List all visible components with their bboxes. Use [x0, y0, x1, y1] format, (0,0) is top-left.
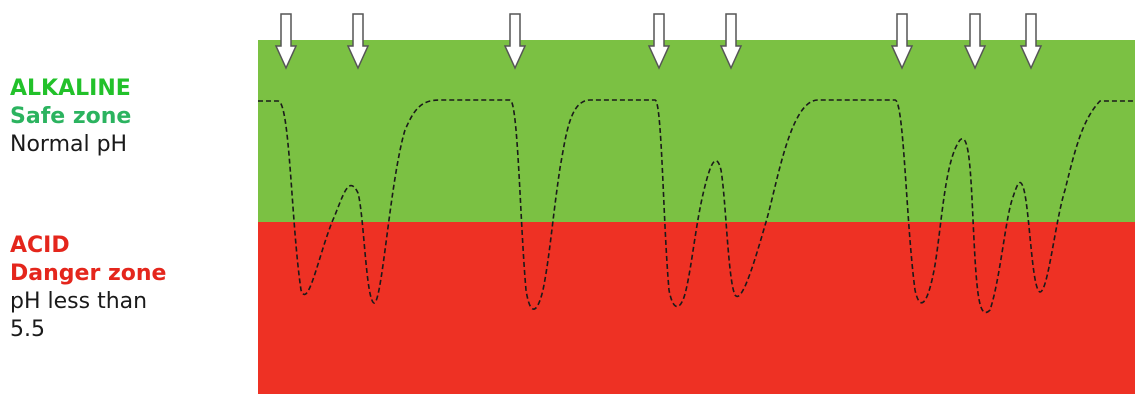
down-arrow-icon — [890, 13, 914, 70]
down-arrow-icon — [719, 13, 743, 70]
acid-heading: ACID — [10, 233, 70, 258]
normal-ph-label: Normal pH — [10, 132, 128, 157]
danger-zone-label: Danger zone — [10, 261, 167, 286]
ph-level-curve — [258, 99, 1135, 314]
down-arrow-icon — [963, 13, 987, 70]
danger-zone-band — [258, 222, 1135, 394]
ph-threshold-value: 5.5 — [10, 317, 45, 342]
alkaline-heading: ALKALINE — [10, 76, 131, 101]
alkaline-legend: ALKALINE Safe zone Normal pH — [10, 75, 131, 159]
safe-zone-label: Safe zone — [10, 104, 132, 129]
ph-threshold-label: pH less than — [10, 289, 148, 314]
safe-zone-band — [258, 40, 1135, 222]
down-arrow-icon — [1019, 13, 1043, 70]
acid-legend: ACID Danger zone pH less than 5.5 — [10, 232, 166, 344]
down-arrow-icon — [346, 13, 370, 70]
down-arrow-icon — [647, 13, 671, 70]
down-arrow-icon — [503, 13, 527, 70]
down-arrow-icon — [274, 13, 298, 70]
